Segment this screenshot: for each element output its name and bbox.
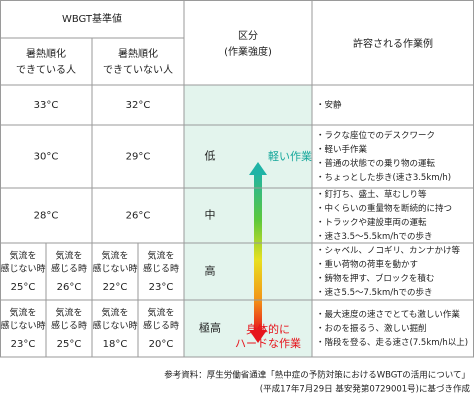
wbgt-condition: 感じる時 [143,320,179,332]
wbgt-condition: 気流を [9,250,36,262]
example: ・トラックや建設車両の運転 [316,217,427,228]
arrow-bottom-label: ハードな作業 [235,337,301,350]
intensity-column-bg [184,85,312,357]
wbgt-value: 18°C [103,339,128,350]
wbgt-condition: 感じない時 [0,320,45,332]
wbgt-condition: 気流を [101,307,128,319]
intensity: 高 [205,264,216,278]
example: ・ラクな座位でのデスクワーク [316,130,435,141]
arrow-shaft [254,172,262,332]
example: ・最大速度の速さでとても激しい作業 [316,309,460,320]
wbgt-value: 32°C [126,100,151,111]
wbgt-condition: 気流を [101,250,128,262]
wbgt-value: 28°C [34,211,59,222]
arrow-bottom-label: 身体的に [246,322,290,336]
header-intensity: 区分 [238,30,258,42]
example: ・安静 [316,100,342,111]
wbgt-value: 26°C [57,282,82,293]
wbgt-value: 33°C [34,100,59,111]
wbgt-condition: 気流を [147,250,174,262]
example: ・おのを振るう、激しい掘削 [316,323,427,334]
header-examples: 許容される作業例 [353,37,433,50]
footnote: 参考資料：厚生労働省通達「熱中症の予防対策におけるWBGTの活用について」 [164,370,470,381]
wbgt-value: 23°C [149,282,174,293]
footnote: (平成17年7月29日 基安発第0729001号)に基づき作成 [260,384,471,395]
wbgt-condition: 気流を [147,307,174,319]
arrow-top-label: 軽い作業 [268,150,312,163]
wbgt-value: 22°C [103,282,128,293]
wbgt-condition: 気流を [9,307,36,319]
wbgt-condition: 感じる時 [51,263,87,275]
wbgt-value: 25°C [57,339,82,350]
header-wbgt: WBGT基準値 [62,12,122,25]
header-intensity: (作業強度) [224,45,272,58]
wbgt-condition: 感じない時 [92,263,137,275]
example: ・重い荷物の荷車を動かす [316,259,418,270]
example: ・シャベル、ノコギリ、カンナかけ等 [316,245,460,256]
wbgt-value: 26°C [126,211,151,222]
wbgt-condition: 感じる時 [51,320,87,332]
header-not_acclimated: できていない人 [103,64,173,76]
wbgt-condition: 気流を [55,250,82,262]
header-acclimated: 暑熱順化 [26,47,66,60]
wbgt-value: 23°C [11,339,36,350]
wbgt-condition: 気流を [55,307,82,319]
example: ・釘打ち、盛土、草むしり等 [316,189,427,200]
example: ・速さ5.5～7.5km/hでの歩き [316,287,433,298]
example: ・階段を登る、走る速さ(7.5km/h以上) [316,337,468,348]
header-not_acclimated: 暑熱順化 [118,47,158,60]
wbgt-condition: 感じる時 [143,263,179,275]
arrow-head-up [249,162,267,175]
arrow-head-down [249,330,267,343]
intensity: 低 [205,150,216,163]
wbgt-value: 25°C [11,282,36,293]
wbgt-value: 29°C [126,152,151,163]
example: ・ちょっとした歩き(速さ3.5km/h) [316,172,451,183]
example: ・鋳物を押す、ブロックを積む [316,273,434,284]
example: ・普通の状態での乗り物の運転 [316,158,436,169]
intensity: 中 [205,209,216,222]
example: ・中くらいの重量物を断続的に持つ [316,203,452,214]
wbgt-value: 30°C [34,152,59,163]
header-acclimated: できている人 [16,64,76,76]
example: ・速さ3.5～5.5km/hでの歩き [316,231,433,242]
wbgt-value: 20°C [149,339,174,350]
intensity: 極高 [199,321,221,335]
wbgt-condition: 感じない時 [92,320,137,332]
wbgt-condition: 感じない時 [0,263,45,275]
example: ・軽い手作業 [316,144,368,155]
